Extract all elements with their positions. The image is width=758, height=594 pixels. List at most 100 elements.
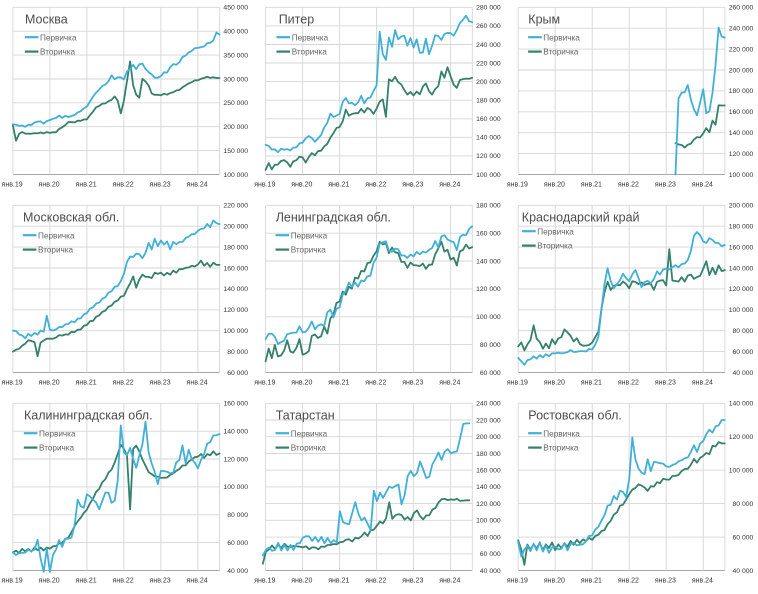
svg-text:Первичка: Первичка — [543, 33, 580, 42]
svg-text:60 000: 60 000 — [480, 551, 501, 558]
svg-text:180 000: 180 000 — [476, 203, 501, 210]
svg-text:200 000: 200 000 — [223, 224, 248, 231]
svg-text:янв.22: янв.22 — [113, 577, 134, 584]
svg-text:янв.19: янв.19 — [2, 577, 23, 584]
svg-text:220 000: 220 000 — [729, 46, 754, 53]
svg-text:180 000: 180 000 — [223, 244, 248, 251]
svg-text:140 000: 140 000 — [476, 135, 501, 142]
svg-text:янв.21: янв.21 — [328, 379, 349, 386]
svg-text:янв.19: янв.19 — [254, 181, 275, 188]
svg-text:80 000: 80 000 — [480, 534, 501, 541]
svg-text:янв.19: янв.19 — [507, 577, 528, 584]
svg-text:100 000: 100 000 — [476, 518, 501, 525]
svg-text:140 000: 140 000 — [223, 429, 248, 436]
svg-text:янв.23: янв.23 — [150, 181, 171, 188]
svg-text:янв.19: янв.19 — [507, 379, 528, 386]
svg-text:янв.21: янв.21 — [76, 181, 97, 188]
svg-text:янв.20: янв.20 — [39, 181, 60, 188]
svg-text:80 000: 80 000 — [733, 501, 754, 508]
svg-text:янв.19: янв.19 — [2, 181, 23, 188]
svg-text:янв.19: янв.19 — [2, 379, 23, 386]
svg-text:140 000: 140 000 — [729, 265, 754, 272]
svg-text:янв.21: янв.21 — [76, 577, 97, 584]
svg-text:Крым: Крым — [528, 12, 560, 26]
svg-text:Первичка: Первичка — [39, 429, 76, 438]
svg-text:янв.23: янв.23 — [150, 379, 171, 386]
svg-text:янв.20: янв.20 — [544, 379, 565, 386]
svg-text:140 000: 140 000 — [729, 401, 754, 408]
svg-text:янв.19: янв.19 — [254, 379, 275, 386]
svg-text:янв.24: янв.24 — [692, 577, 713, 584]
svg-text:180 000: 180 000 — [729, 224, 754, 231]
svg-text:160 000: 160 000 — [476, 231, 501, 238]
svg-text:180 000: 180 000 — [476, 451, 501, 458]
svg-text:янв.23: янв.23 — [655, 181, 676, 188]
svg-text:160 000: 160 000 — [729, 244, 754, 251]
svg-text:220 000: 220 000 — [223, 203, 248, 210]
svg-text:янв.22: янв.22 — [113, 379, 134, 386]
svg-text:180 000: 180 000 — [729, 88, 754, 95]
svg-text:40 000: 40 000 — [733, 370, 754, 377]
svg-text:янв.20: янв.20 — [291, 181, 312, 188]
svg-text:240 000: 240 000 — [476, 42, 501, 49]
svg-text:янв.20: янв.20 — [544, 577, 565, 584]
svg-text:янв.22: янв.22 — [113, 181, 134, 188]
svg-text:260 000: 260 000 — [476, 23, 501, 30]
svg-text:Краснодарский край: Краснодарский край — [522, 210, 640, 224]
svg-text:Первичка: Первичка — [40, 33, 77, 42]
svg-text:Вторичка: Вторичка — [40, 48, 76, 57]
svg-text:40 000: 40 000 — [480, 568, 501, 575]
svg-text:Калининградская обл.: Калининградская обл. — [24, 408, 153, 422]
svg-text:450 000: 450 000 — [223, 5, 248, 12]
svg-text:янв.24: янв.24 — [187, 379, 208, 386]
svg-text:янв.24: янв.24 — [439, 379, 460, 386]
svg-text:янв.23: янв.23 — [402, 181, 423, 188]
svg-text:160 000: 160 000 — [476, 116, 501, 123]
svg-text:280 000: 280 000 — [476, 5, 501, 12]
svg-text:Первичка: Первичка — [291, 429, 328, 438]
svg-text:янв.21: янв.21 — [328, 181, 349, 188]
svg-text:янв.21: янв.21 — [328, 577, 349, 584]
svg-text:янв.21: янв.21 — [581, 379, 602, 386]
svg-text:Вторичка: Вторичка — [291, 444, 327, 453]
svg-text:160 000: 160 000 — [223, 265, 248, 272]
svg-text:140 000: 140 000 — [729, 130, 754, 137]
svg-text:янв.24: янв.24 — [692, 379, 713, 386]
svg-text:60 000: 60 000 — [480, 370, 501, 377]
svg-text:Татарстан: Татарстан — [276, 408, 335, 422]
svg-text:400 000: 400 000 — [223, 29, 248, 36]
svg-text:240 000: 240 000 — [476, 401, 501, 408]
svg-text:янв.20: янв.20 — [39, 379, 60, 386]
svg-text:Вторичка: Вторичка — [39, 444, 75, 453]
svg-text:160 000: 160 000 — [223, 401, 248, 408]
svg-text:200 000: 200 000 — [476, 79, 501, 86]
svg-text:40 000: 40 000 — [227, 568, 248, 575]
svg-text:янв.22: янв.22 — [618, 379, 639, 386]
svg-text:100 000: 100 000 — [223, 328, 248, 335]
svg-text:60 000: 60 000 — [733, 349, 754, 356]
svg-text:Первичка: Первичка — [543, 429, 580, 438]
svg-text:Вторичка: Вторичка — [291, 246, 327, 255]
svg-text:140 000: 140 000 — [476, 258, 501, 265]
svg-text:янв.24: янв.24 — [692, 181, 713, 188]
svg-text:160 000: 160 000 — [476, 468, 501, 475]
svg-text:Питер: Питер — [279, 12, 315, 26]
svg-text:40 000: 40 000 — [733, 568, 754, 575]
svg-text:220 000: 220 000 — [476, 417, 501, 424]
svg-text:200 000: 200 000 — [476, 434, 501, 441]
svg-text:140 000: 140 000 — [223, 286, 248, 293]
svg-text:Ростовская обл.: Ростовская обл. — [528, 408, 622, 422]
svg-text:янв.20: янв.20 — [544, 181, 565, 188]
svg-text:120 000: 120 000 — [729, 151, 754, 158]
svg-text:120 000: 120 000 — [729, 434, 754, 441]
svg-text:300 000: 300 000 — [223, 76, 248, 83]
svg-text:янв.23: янв.23 — [655, 577, 676, 584]
svg-text:160 000: 160 000 — [729, 109, 754, 116]
svg-text:янв.22: янв.22 — [365, 379, 386, 386]
svg-text:80 000: 80 000 — [227, 512, 248, 519]
svg-text:Московская обл.: Московская обл. — [23, 210, 119, 224]
svg-text:Вторичка: Вторичка — [543, 444, 579, 453]
svg-text:60 000: 60 000 — [227, 540, 248, 547]
svg-text:80 000: 80 000 — [480, 342, 501, 349]
svg-text:120 000: 120 000 — [223, 456, 248, 463]
